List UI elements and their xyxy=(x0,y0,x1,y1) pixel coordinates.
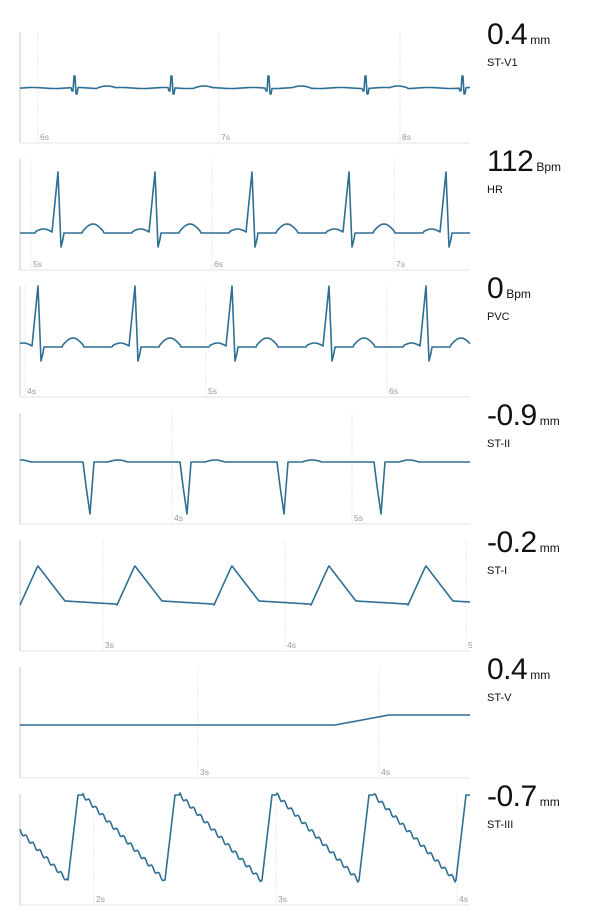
st-ii-label: ST-II xyxy=(487,438,511,450)
st-iii-trace xyxy=(19,792,470,883)
st-iii-readout: -0.7 mm ST-III xyxy=(487,780,607,832)
st-v-trace xyxy=(20,714,470,726)
st-i-chart: 3s 4s 5s xyxy=(19,540,472,652)
st-v-label: ST-V xyxy=(487,692,512,704)
st-v-value: 0.4 xyxy=(487,653,528,686)
panel-st-v1: 6s 7s 8s 0.4 mm ST-V1 xyxy=(0,18,613,144)
st-v1-label: ST-V1 xyxy=(487,57,518,69)
st-ii-trace xyxy=(20,459,470,515)
st-i-unit: mm xyxy=(539,541,560,555)
st-iii-tick-label: 2s xyxy=(96,894,105,904)
st-v-unit: mm xyxy=(530,668,551,682)
st-v1-unit: mm xyxy=(530,33,551,47)
st-iii-tick-label: 3s xyxy=(278,894,287,904)
st-v-readout: 0.4 mm ST-V xyxy=(487,653,607,705)
pvc-chart: 4s 5s 6s xyxy=(19,285,471,398)
hr-label: HR xyxy=(487,184,503,196)
hr-tick-label: 7s xyxy=(396,259,405,269)
st-ii-readout: -0.9 mm ST-II xyxy=(487,399,607,451)
st-v1-chart: 6s 7s 8s xyxy=(19,32,471,144)
st-i-tick-label: 3s xyxy=(105,640,114,650)
hr-value: 112 xyxy=(487,145,534,178)
st-v1-value: 0.4 xyxy=(487,18,528,51)
hr-readout: 112 Bpm HR xyxy=(487,145,607,197)
pvc-readout: 0 Bpm PVC xyxy=(487,272,607,324)
panel-pvc: 4s 5s 6s 0 Bpm PVC xyxy=(0,272,613,398)
pvc-tick-label: 5s xyxy=(208,386,217,396)
pvc-unit: Bpm xyxy=(506,287,531,301)
st-v1-tick-label: 6s xyxy=(40,132,49,142)
st-ii-tick-label: 5s xyxy=(354,513,363,523)
st-i-value: -0.2 xyxy=(487,526,537,559)
st-iii-tick-label: 4s xyxy=(459,894,468,904)
panel-st-ii: 4s 5s -0.9 mm ST-II xyxy=(0,399,613,525)
hr-trace xyxy=(20,171,470,248)
st-v1-trace xyxy=(20,75,471,95)
st-ii-unit: mm xyxy=(539,414,560,428)
hr-tick-label: 5s xyxy=(33,259,42,269)
st-iii-value: -0.7 xyxy=(487,780,537,813)
st-v1-tick-label: 8s xyxy=(402,132,411,142)
panel-st-i: 3s 4s 5s -0.2mm ST-I xyxy=(0,526,613,652)
st-v-tick-label: 3s xyxy=(200,767,209,777)
st-ii-value: -0.9 xyxy=(487,399,537,432)
st-ii-tick-label: 4s xyxy=(174,513,183,523)
pvc-tick-label: 6s xyxy=(389,386,398,396)
hr-chart: 5s 6s 7s xyxy=(19,159,470,271)
pvc-tick-label: 4s xyxy=(27,386,36,396)
panel-st-v: 3s 4s 0.4 mm ST-V xyxy=(0,653,613,779)
st-iii-label: ST-III xyxy=(487,819,514,831)
st-i-label: ST-I xyxy=(487,565,508,577)
pvc-value: 0 xyxy=(487,272,504,305)
panel-hr: 5s 6s 7s 112 Bpm HR xyxy=(0,145,613,271)
hr-tick-label: 6s xyxy=(214,259,223,269)
st-i-tick-label: 4s xyxy=(287,640,296,650)
pvc-trace xyxy=(19,285,471,362)
st-v1-readout: 0.4 mm ST-V1 xyxy=(487,18,607,70)
st-iii-chart: 2s 3s 4s xyxy=(19,792,470,906)
st-ii-chart: 4s 5s xyxy=(19,413,470,525)
st-v-tick-label: 4s xyxy=(381,767,390,777)
st-v-chart: 3s 4s xyxy=(19,667,470,779)
pvc-label: PVC xyxy=(487,311,510,323)
st-iii-unit: mm xyxy=(539,795,560,809)
hr-unit: Bpm xyxy=(536,160,562,174)
st-v1-tick-label: 7s xyxy=(221,132,230,142)
st-i-readout: -0.2 mm ST-I xyxy=(487,526,607,578)
st-i-tick-label: 5s xyxy=(468,640,472,650)
st-i-trace xyxy=(19,565,470,606)
panel-st-iii: 2s 3s 4s -0.7 mm ST-III xyxy=(0,780,613,906)
